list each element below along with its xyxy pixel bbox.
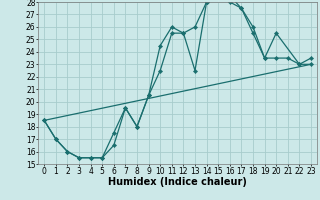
X-axis label: Humidex (Indice chaleur): Humidex (Indice chaleur) (108, 177, 247, 187)
